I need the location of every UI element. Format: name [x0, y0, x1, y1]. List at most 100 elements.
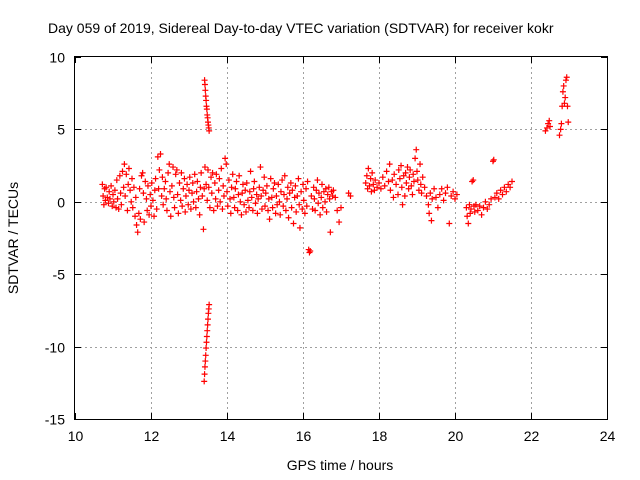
data-point	[143, 195, 150, 202]
data-point	[467, 210, 474, 217]
data-point	[200, 226, 207, 233]
data-point	[474, 207, 481, 214]
data-point	[189, 179, 196, 186]
data-point	[405, 185, 412, 192]
data-point	[319, 181, 325, 188]
x-tick-label: 22	[524, 428, 540, 444]
data-point	[174, 191, 181, 198]
data-point	[225, 177, 232, 184]
data-point	[464, 213, 471, 220]
data-point	[448, 193, 455, 200]
data-point	[167, 188, 173, 195]
data-point	[273, 193, 280, 200]
data-point	[415, 187, 422, 194]
data-point	[262, 203, 268, 210]
data-point	[313, 187, 320, 194]
data-point	[314, 177, 321, 184]
data-point	[222, 155, 229, 162]
data-point	[414, 177, 421, 184]
data-point	[206, 127, 213, 134]
data-point	[220, 182, 227, 189]
data-point	[470, 177, 477, 184]
data-point	[256, 184, 263, 191]
data-point	[270, 185, 277, 192]
data-point	[284, 195, 291, 202]
data-point	[204, 197, 211, 204]
data-point	[315, 190, 322, 197]
data-point	[418, 190, 425, 197]
data-point	[167, 213, 174, 220]
data-point	[148, 179, 155, 186]
data-point	[363, 172, 370, 179]
data-point	[275, 181, 282, 188]
data-point	[296, 201, 303, 208]
data-point	[254, 210, 261, 217]
data-point	[165, 169, 172, 176]
data-point	[497, 187, 504, 194]
data-point	[488, 195, 495, 202]
data-point	[203, 339, 210, 346]
data-point	[248, 194, 255, 201]
data-point	[417, 161, 424, 168]
data-point	[499, 191, 506, 198]
data-point	[562, 94, 569, 101]
data-point	[116, 172, 123, 179]
data-point	[369, 169, 376, 176]
data-point	[121, 161, 128, 168]
data-point	[125, 181, 132, 188]
data-point	[562, 77, 569, 84]
data-point	[425, 201, 432, 208]
plot-frame	[74, 56, 608, 420]
data-point	[279, 177, 286, 184]
data-point	[453, 191, 460, 198]
y-axis-label: SDTVAR / TECUs	[5, 182, 21, 294]
data-point	[395, 166, 402, 173]
data-point	[469, 178, 476, 185]
data-point	[187, 206, 194, 213]
data-point	[251, 178, 258, 185]
data-point	[193, 188, 200, 195]
data-point	[428, 217, 435, 224]
data-point	[129, 175, 135, 182]
data-point	[303, 185, 310, 192]
data-point	[156, 166, 163, 173]
chart-title: Day 059 of 2019, Sidereal Day-to-day VTE…	[48, 20, 554, 36]
x-tick-label: 10	[68, 428, 84, 444]
data-point	[381, 182, 388, 189]
data-point	[106, 188, 113, 195]
data-point	[115, 206, 122, 213]
data-point	[277, 188, 284, 195]
data-point	[401, 193, 408, 200]
data-point	[465, 220, 472, 227]
x-axis-label: GPS time / hours	[287, 457, 394, 473]
data-point	[471, 208, 478, 215]
data-point	[153, 206, 160, 213]
data-point	[202, 352, 209, 359]
data-point	[103, 184, 110, 191]
data-point	[108, 182, 115, 189]
data-point	[185, 201, 192, 208]
data-point	[216, 175, 223, 182]
data-point	[211, 179, 218, 186]
data-point	[205, 184, 212, 191]
data-point	[490, 156, 497, 163]
data-point	[319, 204, 326, 211]
data-point	[190, 198, 197, 205]
data-point	[217, 198, 224, 205]
data-point	[391, 171, 398, 178]
data-point	[232, 185, 239, 192]
data-point	[163, 195, 170, 202]
y-tick-label: 0	[57, 195, 65, 211]
data-point	[478, 211, 485, 218]
data-point	[109, 203, 116, 210]
data-point	[367, 175, 374, 182]
data-point	[260, 187, 267, 194]
data-point	[293, 208, 300, 215]
data-point	[310, 184, 317, 191]
data-point	[123, 171, 130, 178]
data-point	[372, 177, 379, 184]
data-point	[142, 178, 149, 185]
data-point	[196, 211, 203, 218]
data-point	[284, 184, 291, 191]
data-point	[509, 178, 515, 185]
